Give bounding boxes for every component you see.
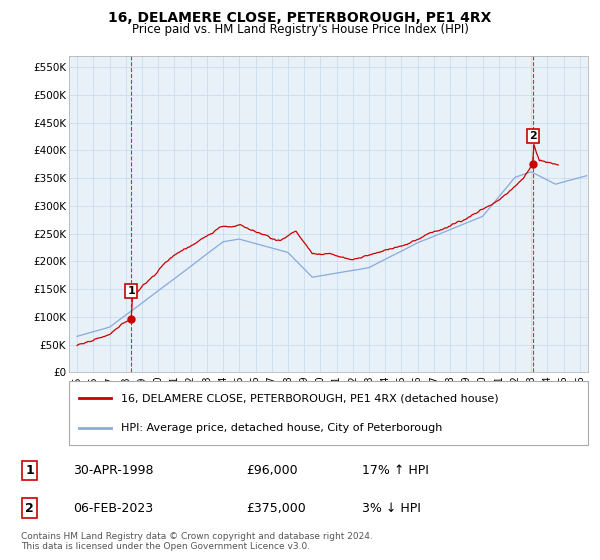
Text: 16, DELAMERE CLOSE, PETERBOROUGH, PE1 4RX: 16, DELAMERE CLOSE, PETERBOROUGH, PE1 4R… bbox=[109, 12, 491, 26]
Text: Price paid vs. HM Land Registry's House Price Index (HPI): Price paid vs. HM Land Registry's House … bbox=[131, 22, 469, 36]
Text: 17% ↑ HPI: 17% ↑ HPI bbox=[362, 464, 429, 477]
Text: 30-APR-1998: 30-APR-1998 bbox=[73, 464, 154, 477]
Text: 3% ↓ HPI: 3% ↓ HPI bbox=[362, 502, 421, 515]
Text: Contains HM Land Registry data © Crown copyright and database right 2024.
This d: Contains HM Land Registry data © Crown c… bbox=[21, 532, 373, 552]
Text: £375,000: £375,000 bbox=[247, 502, 307, 515]
Text: £96,000: £96,000 bbox=[247, 464, 298, 477]
Text: 1: 1 bbox=[127, 286, 135, 296]
FancyBboxPatch shape bbox=[69, 381, 588, 445]
Text: 16, DELAMERE CLOSE, PETERBOROUGH, PE1 4RX (detached house): 16, DELAMERE CLOSE, PETERBOROUGH, PE1 4R… bbox=[121, 393, 499, 403]
Text: 2: 2 bbox=[529, 131, 536, 141]
Text: HPI: Average price, detached house, City of Peterborough: HPI: Average price, detached house, City… bbox=[121, 423, 442, 433]
Text: 06-FEB-2023: 06-FEB-2023 bbox=[73, 502, 153, 515]
Text: 2: 2 bbox=[25, 502, 34, 515]
Text: 1: 1 bbox=[25, 464, 34, 477]
